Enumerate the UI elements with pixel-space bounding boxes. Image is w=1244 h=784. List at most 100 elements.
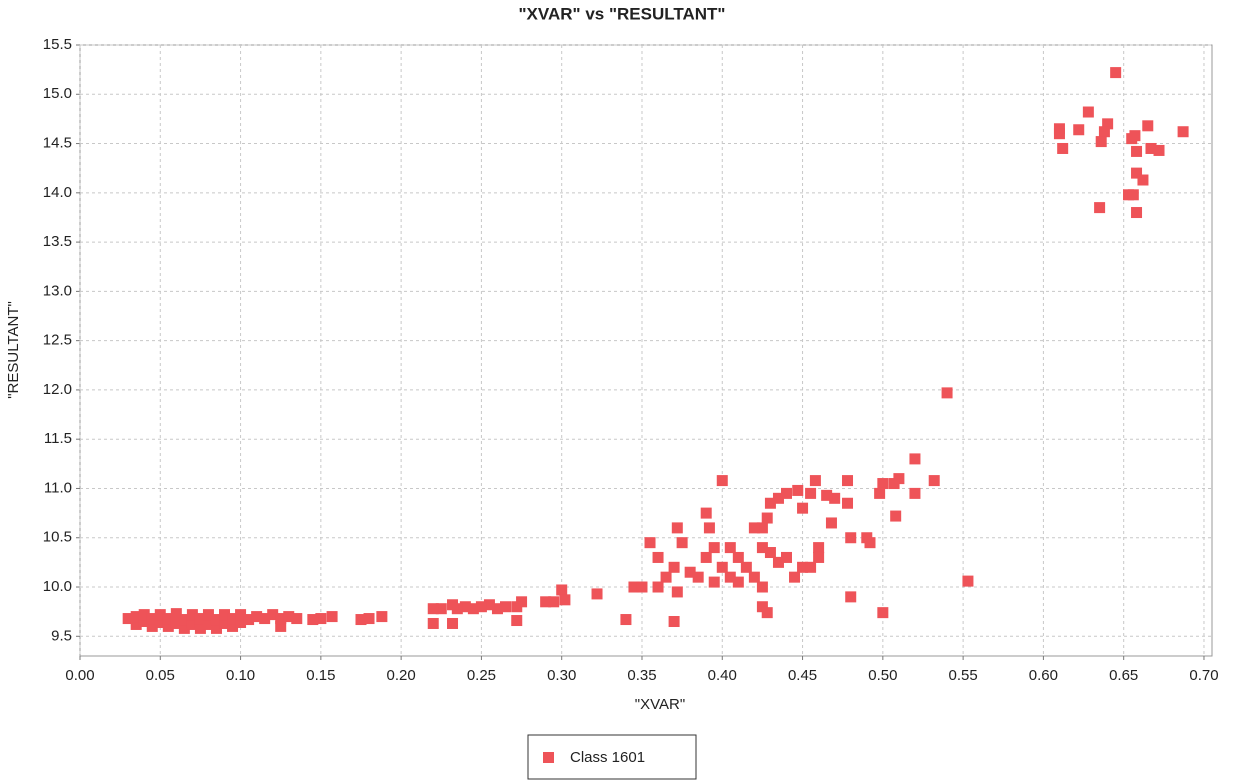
point (1137, 174, 1149, 186)
point (724, 542, 736, 554)
point (684, 566, 696, 578)
point (740, 561, 752, 573)
point (671, 522, 683, 534)
point (620, 614, 632, 626)
point (772, 492, 784, 504)
point (668, 616, 680, 628)
point (1153, 144, 1165, 156)
point (435, 603, 447, 615)
point (652, 581, 664, 593)
point (962, 575, 974, 587)
y-tick-label: 10.5 (43, 529, 72, 546)
plot-area (79, 44, 1213, 657)
point (275, 613, 287, 625)
point (162, 620, 174, 632)
point (511, 615, 523, 627)
y-tick-label: 15.0 (43, 85, 72, 102)
point (748, 522, 760, 534)
point (792, 484, 804, 496)
x-tick-label: 0.25 (467, 667, 496, 684)
point (761, 607, 773, 619)
point (178, 622, 190, 634)
x-tick-label: 0.30 (547, 667, 576, 684)
point (194, 622, 206, 634)
point (805, 561, 817, 573)
point (797, 561, 809, 573)
y-tick-label: 14.0 (43, 184, 72, 201)
x-tick-label: 0.00 (65, 667, 94, 684)
point (219, 617, 231, 629)
point (202, 609, 214, 621)
point (628, 581, 640, 593)
point (291, 613, 303, 625)
point (459, 601, 471, 613)
point (307, 614, 319, 626)
point (805, 487, 817, 499)
point (928, 475, 940, 487)
point (202, 618, 214, 630)
x-tick-label: 0.05 (146, 667, 175, 684)
point (732, 576, 744, 588)
point (210, 614, 222, 626)
point (724, 571, 736, 583)
y-tick-label: 9.5 (51, 627, 72, 644)
legend-label: Class 1601 (570, 749, 645, 766)
y-tick-label: 11.0 (44, 479, 72, 496)
point (146, 613, 158, 625)
point (130, 611, 142, 623)
x-tick-label: 0.50 (868, 667, 897, 684)
point (427, 617, 439, 629)
point (491, 603, 503, 615)
point (275, 620, 287, 632)
point (483, 599, 495, 611)
point (668, 561, 680, 573)
point (780, 551, 792, 563)
y-tick-label: 12.0 (43, 381, 72, 398)
point (267, 609, 279, 621)
point (194, 613, 206, 625)
point (363, 613, 375, 625)
x-tick-label: 0.55 (949, 667, 978, 684)
point (1098, 126, 1110, 138)
point (219, 609, 231, 621)
point (845, 532, 857, 544)
point (511, 601, 523, 613)
point (1095, 136, 1107, 148)
y-tick-label: 12.5 (43, 332, 72, 349)
point (700, 507, 712, 519)
point (821, 489, 833, 501)
point (259, 613, 271, 625)
point (467, 603, 479, 615)
point (154, 616, 166, 628)
point (556, 584, 568, 596)
point (447, 617, 459, 629)
point (559, 594, 571, 606)
point (644, 537, 656, 549)
point (813, 551, 825, 563)
point (748, 571, 760, 583)
point (890, 510, 902, 522)
x-tick-label: 0.70 (1189, 667, 1218, 684)
point (1094, 202, 1106, 214)
x-tick-label: 0.15 (306, 667, 335, 684)
point (447, 599, 459, 611)
point (716, 475, 728, 487)
point (235, 616, 247, 628)
point (591, 588, 603, 600)
point (1142, 120, 1154, 132)
point (500, 601, 512, 613)
y-tick-label: 10.0 (43, 578, 72, 595)
point (708, 576, 720, 588)
point (178, 614, 190, 626)
point (761, 512, 773, 524)
point (122, 613, 134, 625)
point (877, 607, 889, 619)
point (909, 453, 921, 465)
point (842, 497, 854, 509)
point (780, 487, 792, 499)
point (1129, 130, 1141, 142)
legend-swatch (543, 752, 554, 763)
point (652, 551, 664, 563)
point (764, 547, 776, 559)
